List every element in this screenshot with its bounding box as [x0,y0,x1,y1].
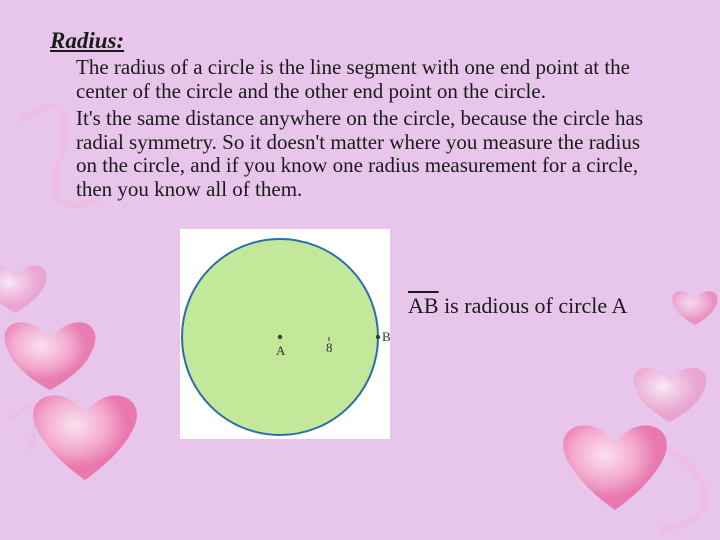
edge-point [376,335,380,339]
label-a: A [276,343,286,358]
heading-radius: Radius: [50,28,670,54]
circle-figure: A B 8 [180,229,390,439]
segment-notation: AB [408,293,439,318]
caption-text: is radious of circle A [439,293,628,318]
figure-row: A B 8 AB is radious of circle A [180,229,670,439]
radius-value: 8 [326,340,333,355]
label-b: B [382,329,390,344]
figure-caption: AB is radious of circle A [408,293,627,319]
center-point [278,335,282,339]
definition-paragraph-1: The radius of a circle is the line segme… [76,56,660,103]
definition-paragraph-2: It's the same distance anywhere on the c… [76,107,660,201]
slide-content: Radius: The radius of a circle is the li… [0,0,720,439]
circle-svg: A B 8 [180,229,390,439]
